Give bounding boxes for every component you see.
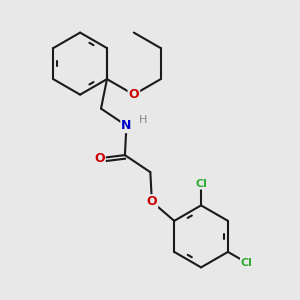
- Text: Cl: Cl: [241, 258, 253, 268]
- Text: O: O: [147, 195, 157, 208]
- Text: O: O: [128, 88, 139, 101]
- Text: O: O: [94, 152, 105, 165]
- Text: Cl: Cl: [195, 179, 207, 189]
- Text: N: N: [121, 119, 132, 132]
- Text: H: H: [139, 115, 147, 125]
